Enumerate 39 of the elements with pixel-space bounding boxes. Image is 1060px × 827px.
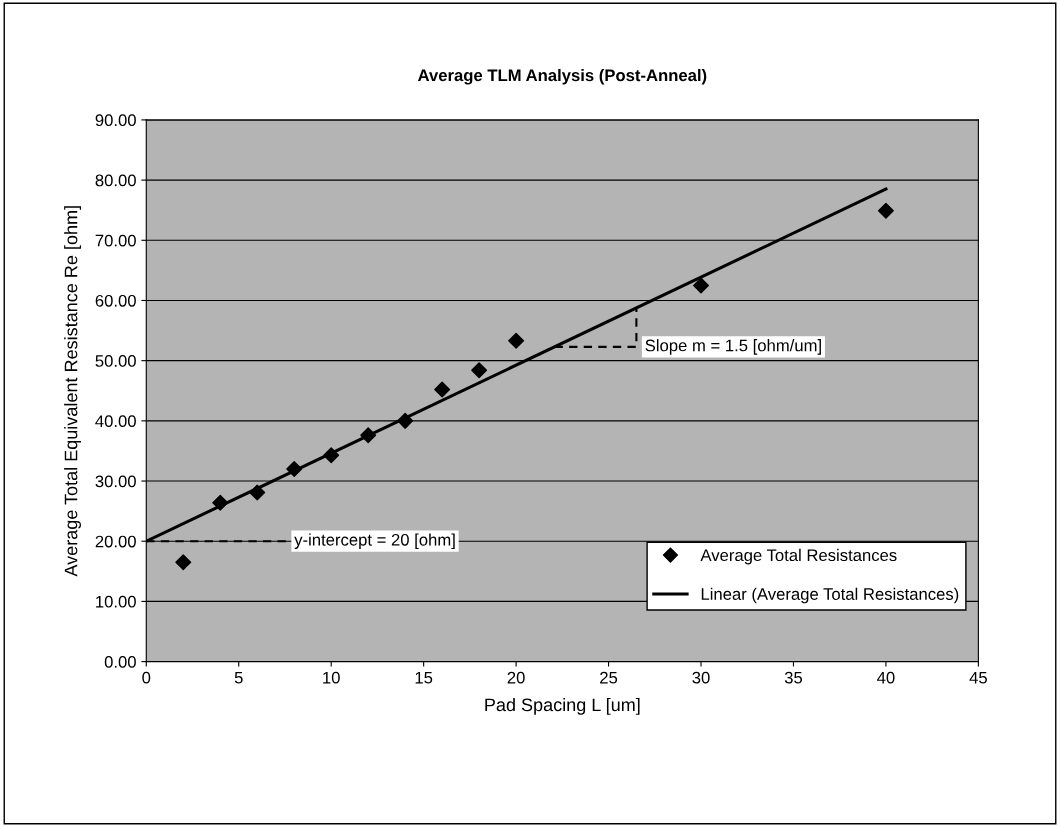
chart-title: Average TLM Analysis (Post-Anneal) (417, 68, 707, 85)
point (508, 332, 525, 349)
annotation: Slope m = 1.5 [ohm/um] (645, 339, 821, 355)
y-tick-label: 40.00 (95, 415, 136, 428)
point (397, 412, 414, 429)
x-tick-label: 25 (600, 671, 618, 684)
point (249, 484, 266, 501)
point (693, 277, 709, 294)
point (434, 381, 451, 398)
y-tick-label: 50.00 (95, 355, 136, 367)
x-axis-title: Pad Spacing L [um] (485, 697, 640, 715)
y-axis-title: Average Total Equivalent Resistance Re [ohm] (64, 206, 81, 577)
x-tick-label: 5 (234, 671, 243, 684)
y-tick-label: 30.00 (95, 475, 136, 488)
x-tick-label: 10 (323, 671, 340, 684)
y-tick-label: 70.00 (95, 234, 136, 247)
x-tick-label: 15 (415, 671, 433, 684)
point (471, 362, 488, 379)
x-tick-label: 45 (969, 671, 987, 684)
point (212, 494, 229, 511)
y-tick-label: 0.00 (104, 656, 136, 668)
point (323, 447, 340, 464)
x-tick-label: 20 (507, 671, 525, 684)
point (877, 202, 894, 219)
y-tick-label: 20.00 (95, 535, 136, 548)
x-tick-label: 0 (142, 671, 151, 684)
y-tick-label: 10.00 (96, 595, 136, 608)
y-tick-label: 90.00 (95, 114, 136, 127)
x-tick-label: 35 (784, 671, 803, 684)
x-tick-label: 40 (877, 671, 895, 684)
point (175, 554, 192, 571)
point (286, 461, 303, 477)
y-tick-label: 80.00 (95, 174, 136, 187)
legend-label: Average Total Resistances (700, 548, 897, 565)
legend-label: Linear (Average Total Resistances) (701, 587, 959, 604)
annotation: y-intercept = 20 [ohm] (294, 533, 455, 549)
x-tick-label: 30 (692, 671, 710, 684)
point (360, 427, 377, 444)
y-tick-label: 60.00 (95, 294, 136, 307)
